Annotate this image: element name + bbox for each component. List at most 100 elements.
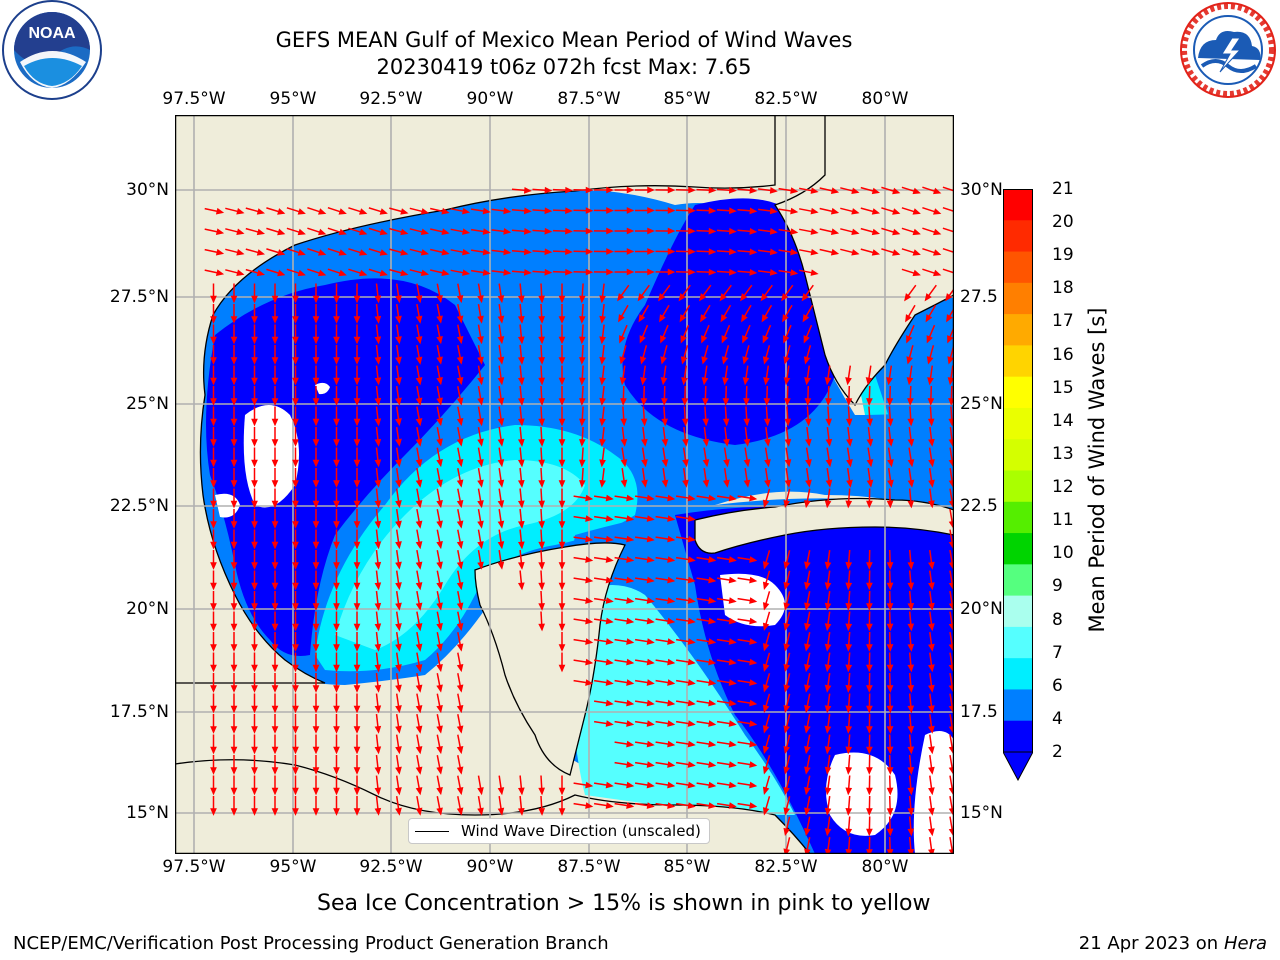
wind-wave-arrowhead — [667, 658, 676, 666]
wind-wave-arrowhead — [210, 582, 217, 591]
colorbar-tick-label: 17 — [1052, 311, 1074, 332]
wind-wave-arrowhead — [886, 705, 894, 714]
wind-wave-arrowhead — [333, 418, 340, 427]
wind-wave-arrowhead — [210, 787, 217, 796]
wind-wave-arrowhead — [728, 781, 737, 789]
wind-wave-arrowhead — [462, 207, 471, 215]
wind-wave-arrowhead — [790, 269, 799, 276]
wind-wave-arrowhead — [292, 603, 299, 611]
lon-tick-bottom: 80°W — [861, 857, 909, 877]
wind-wave-arrowhead — [783, 704, 791, 713]
wind-wave-arrowhead — [927, 418, 935, 427]
wind-wave-arrowhead — [687, 515, 696, 522]
wind-wave-arrowhead — [210, 746, 217, 755]
wind-wave-arrowhead — [271, 562, 279, 570]
wind-wave-arrowhead — [866, 705, 873, 714]
wind-wave-arrowhead — [415, 664, 423, 673]
wind-wave-arrowhead — [374, 356, 382, 365]
colorbar-tick-label: 21 — [1052, 179, 1074, 199]
wind-wave-arrowhead — [251, 480, 258, 488]
wind-wave-arrowhead — [395, 459, 402, 468]
wind-wave-arrowhead — [456, 479, 464, 488]
wind-wave-arrowhead — [585, 576, 594, 584]
wind-wave-arrowhead — [887, 438, 894, 447]
wind-wave-arrowhead — [379, 228, 388, 236]
wind-wave-arrowhead — [538, 787, 545, 796]
wind-wave-arrowhead — [599, 315, 606, 324]
wind-wave-arrowhead — [620, 398, 627, 406]
wind-wave-arrowhead — [824, 582, 832, 591]
wind-wave-arrowhead — [605, 658, 614, 666]
wind-wave-arrowhead — [271, 357, 279, 365]
wind-wave-arrowhead — [886, 644, 894, 652]
wind-wave-arrowhead — [763, 398, 771, 406]
wind-wave-arrowhead — [907, 623, 915, 632]
wind-wave-arrowhead — [256, 208, 266, 215]
wind-wave-arrowhead — [946, 314, 953, 323]
wind-wave-arrowhead — [353, 418, 361, 427]
wind-wave-arrowhead — [805, 438, 812, 447]
wind-wave-arrowhead — [251, 705, 258, 714]
map-canvas — [174, 114, 962, 857]
wind-wave-arrowhead — [544, 227, 553, 235]
wind-wave-arrowhead — [395, 725, 402, 734]
wind-wave-arrowhead — [374, 295, 382, 304]
wind-wave-arrowhead — [210, 664, 217, 673]
wind-wave-arrowhead — [415, 520, 423, 529]
wind-wave-arrowhead — [230, 746, 238, 755]
wind-wave-arrowhead — [456, 418, 464, 427]
wind-wave-arrowhead — [626, 535, 635, 543]
wind-wave-arrowhead — [251, 295, 258, 304]
lat-tick-left: 22.5°N — [109, 496, 169, 516]
wind-wave-arrowhead — [436, 664, 443, 673]
wind-wave-arrowhead — [271, 787, 279, 796]
colorbar-block — [1003, 501, 1033, 534]
footer-date: 21 Apr 2023 on — [1078, 933, 1224, 954]
wind-wave-arrowhead — [251, 603, 258, 611]
wind-wave-arrowhead — [374, 520, 382, 529]
wind-wave-arrowhead — [805, 479, 812, 488]
wind-wave-arrowhead — [667, 556, 676, 563]
wind-wave-arrowhead — [436, 541, 443, 550]
wind-wave-arrowhead — [456, 602, 464, 611]
wind-wave-arrowhead — [783, 377, 791, 386]
wind-wave-arrowhead — [866, 438, 874, 447]
wind-wave-arrowhead — [762, 622, 770, 632]
wind-wave-arrowhead — [558, 480, 566, 488]
wind-wave-arrowhead — [640, 377, 647, 386]
wind-wave-arrowhead — [871, 249, 881, 256]
wind-wave-arrowhead — [338, 249, 347, 256]
wind-wave-arrowhead — [687, 720, 696, 727]
wind-wave-arrowhead — [318, 269, 327, 277]
wind-wave-arrowhead — [271, 480, 279, 488]
wind-wave-arrowhead — [292, 705, 299, 714]
wind-wave-arrowhead — [251, 746, 258, 755]
wind-wave-arrowhead — [395, 479, 402, 488]
wind-wave-arrowhead — [538, 336, 545, 345]
wind-wave-arrowhead — [415, 541, 423, 550]
wind-wave-arrowhead — [517, 541, 525, 550]
wind-wave-arrowhead — [210, 418, 217, 427]
wind-wave-arrowhead — [605, 638, 614, 645]
wind-wave-arrowhead — [866, 562, 873, 570]
wind-wave-arrowhead — [824, 725, 832, 734]
wind-wave-arrowhead — [585, 597, 594, 604]
wind-wave-arrowhead — [626, 186, 635, 194]
wind-wave-arrowhead — [626, 679, 635, 686]
wind-wave-arrowhead — [353, 787, 361, 796]
wind-wave-arrowhead — [762, 643, 770, 652]
wind-wave-arrowhead — [558, 418, 566, 427]
wind-wave-arrowhead — [477, 541, 484, 550]
wind-wave-arrowhead — [804, 561, 811, 570]
wind-wave-arrowhead — [680, 356, 688, 365]
wind-wave-arrowhead — [395, 397, 402, 406]
wind-wave-arrowhead — [271, 459, 279, 468]
wind-wave-arrowhead — [708, 576, 717, 584]
wind-wave-arrowhead — [230, 787, 238, 796]
wind-wave-arrowhead — [477, 520, 484, 529]
wind-wave-arrowhead — [236, 248, 245, 256]
wind-wave-arrowhead — [641, 459, 648, 468]
wind-wave-arrowhead — [477, 336, 484, 345]
wind-wave-arrowhead — [292, 377, 299, 386]
wind-wave-arrowhead — [825, 418, 832, 427]
